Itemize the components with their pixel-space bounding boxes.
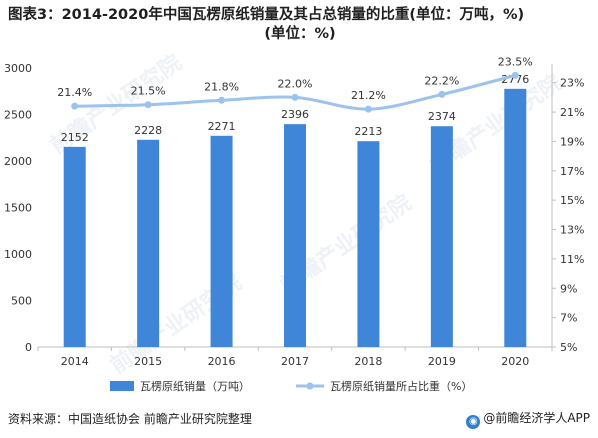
left-tick-label: 3000 bbox=[4, 62, 32, 75]
bar-value-label: 2271 bbox=[208, 120, 236, 133]
brand-logo-icon: ◉ bbox=[466, 415, 481, 429]
right-tick-label: 5% bbox=[560, 341, 577, 354]
share-point bbox=[218, 96, 226, 104]
right-tick-label: 9% bbox=[560, 282, 577, 295]
bar-value-label: 2228 bbox=[134, 124, 162, 137]
share-point bbox=[364, 105, 372, 113]
x-tick-label: 2015 bbox=[134, 355, 162, 368]
brand-text: @前瞻经济学人APP bbox=[483, 411, 590, 425]
x-tick-label: 2017 bbox=[281, 355, 309, 368]
right-tick-label: 19% bbox=[560, 135, 584, 148]
bar-value-label: 2396 bbox=[281, 108, 309, 121]
x-tick-label: 2020 bbox=[501, 355, 529, 368]
bar bbox=[284, 124, 306, 347]
share-value-label: 21.4% bbox=[57, 86, 92, 99]
left-tick-label: 500 bbox=[11, 295, 32, 308]
source-note: 资料来源：中国造纸协会 前瞻产业研究院整理 bbox=[8, 412, 252, 426]
right-tick-label: 21% bbox=[560, 106, 584, 119]
left-tick-label: 2500 bbox=[4, 109, 32, 122]
bar-value-label: 2213 bbox=[354, 125, 382, 138]
bar bbox=[430, 126, 453, 347]
share-value-label: 21.8% bbox=[204, 80, 239, 93]
x-tick-label: 2016 bbox=[208, 355, 236, 368]
share-value-label: 22.0% bbox=[278, 77, 313, 90]
chart-title-line2: (单位：%) bbox=[264, 26, 336, 42]
right-tick-label: 13% bbox=[560, 224, 584, 237]
share-value-label: 23.5% bbox=[498, 55, 533, 68]
bar-value-label: 2152 bbox=[61, 131, 89, 144]
bar bbox=[137, 139, 160, 347]
left-tick-label: 1000 bbox=[4, 248, 32, 261]
x-tick-label: 2014 bbox=[61, 355, 89, 368]
right-tick-label: 7% bbox=[560, 312, 577, 325]
right-tick-label: 15% bbox=[560, 194, 584, 207]
share-value-label: 22.2% bbox=[424, 74, 459, 87]
share-point bbox=[144, 101, 152, 109]
right-tick-label: 17% bbox=[560, 165, 584, 178]
left-tick-label: 0 bbox=[25, 341, 32, 354]
x-tick-label: 2018 bbox=[354, 355, 382, 368]
share-point bbox=[511, 71, 519, 79]
share-value-label: 21.2% bbox=[351, 89, 386, 102]
bar-value-label: 2374 bbox=[428, 110, 456, 123]
brand-label: ◉ @前瞻经济学人APP bbox=[466, 409, 590, 429]
x-tick-label: 2019 bbox=[428, 355, 456, 368]
left-tick-label: 2000 bbox=[4, 155, 32, 168]
legend-line-label: 瓦楞原纸销量所占比重（%） bbox=[330, 379, 472, 393]
bar bbox=[357, 141, 380, 347]
chart-title: 图表3：2014-2020年中国瓦楞原纸销量及其占总销量的比重(单位：万吨，%)… bbox=[8, 6, 592, 44]
share-point bbox=[438, 90, 446, 98]
legend-bar-label: 瓦楞原纸销量（万吨） bbox=[140, 379, 250, 393]
share-point bbox=[291, 93, 299, 101]
right-tick-label: 23% bbox=[560, 77, 584, 90]
bar bbox=[504, 88, 527, 347]
bar bbox=[63, 146, 86, 347]
left-tick-label: 1500 bbox=[4, 202, 32, 215]
chart-title-line1: 图表3：2014-2020年中国瓦楞原纸销量及其占总销量的比重(单位：万吨，%) bbox=[8, 7, 525, 23]
legend-bar-swatch bbox=[110, 381, 134, 391]
legend-line-marker bbox=[306, 382, 314, 390]
right-tick-label: 11% bbox=[560, 253, 584, 266]
bar bbox=[210, 135, 233, 347]
share-value-label: 21.5% bbox=[131, 85, 166, 98]
share-point bbox=[71, 102, 79, 110]
